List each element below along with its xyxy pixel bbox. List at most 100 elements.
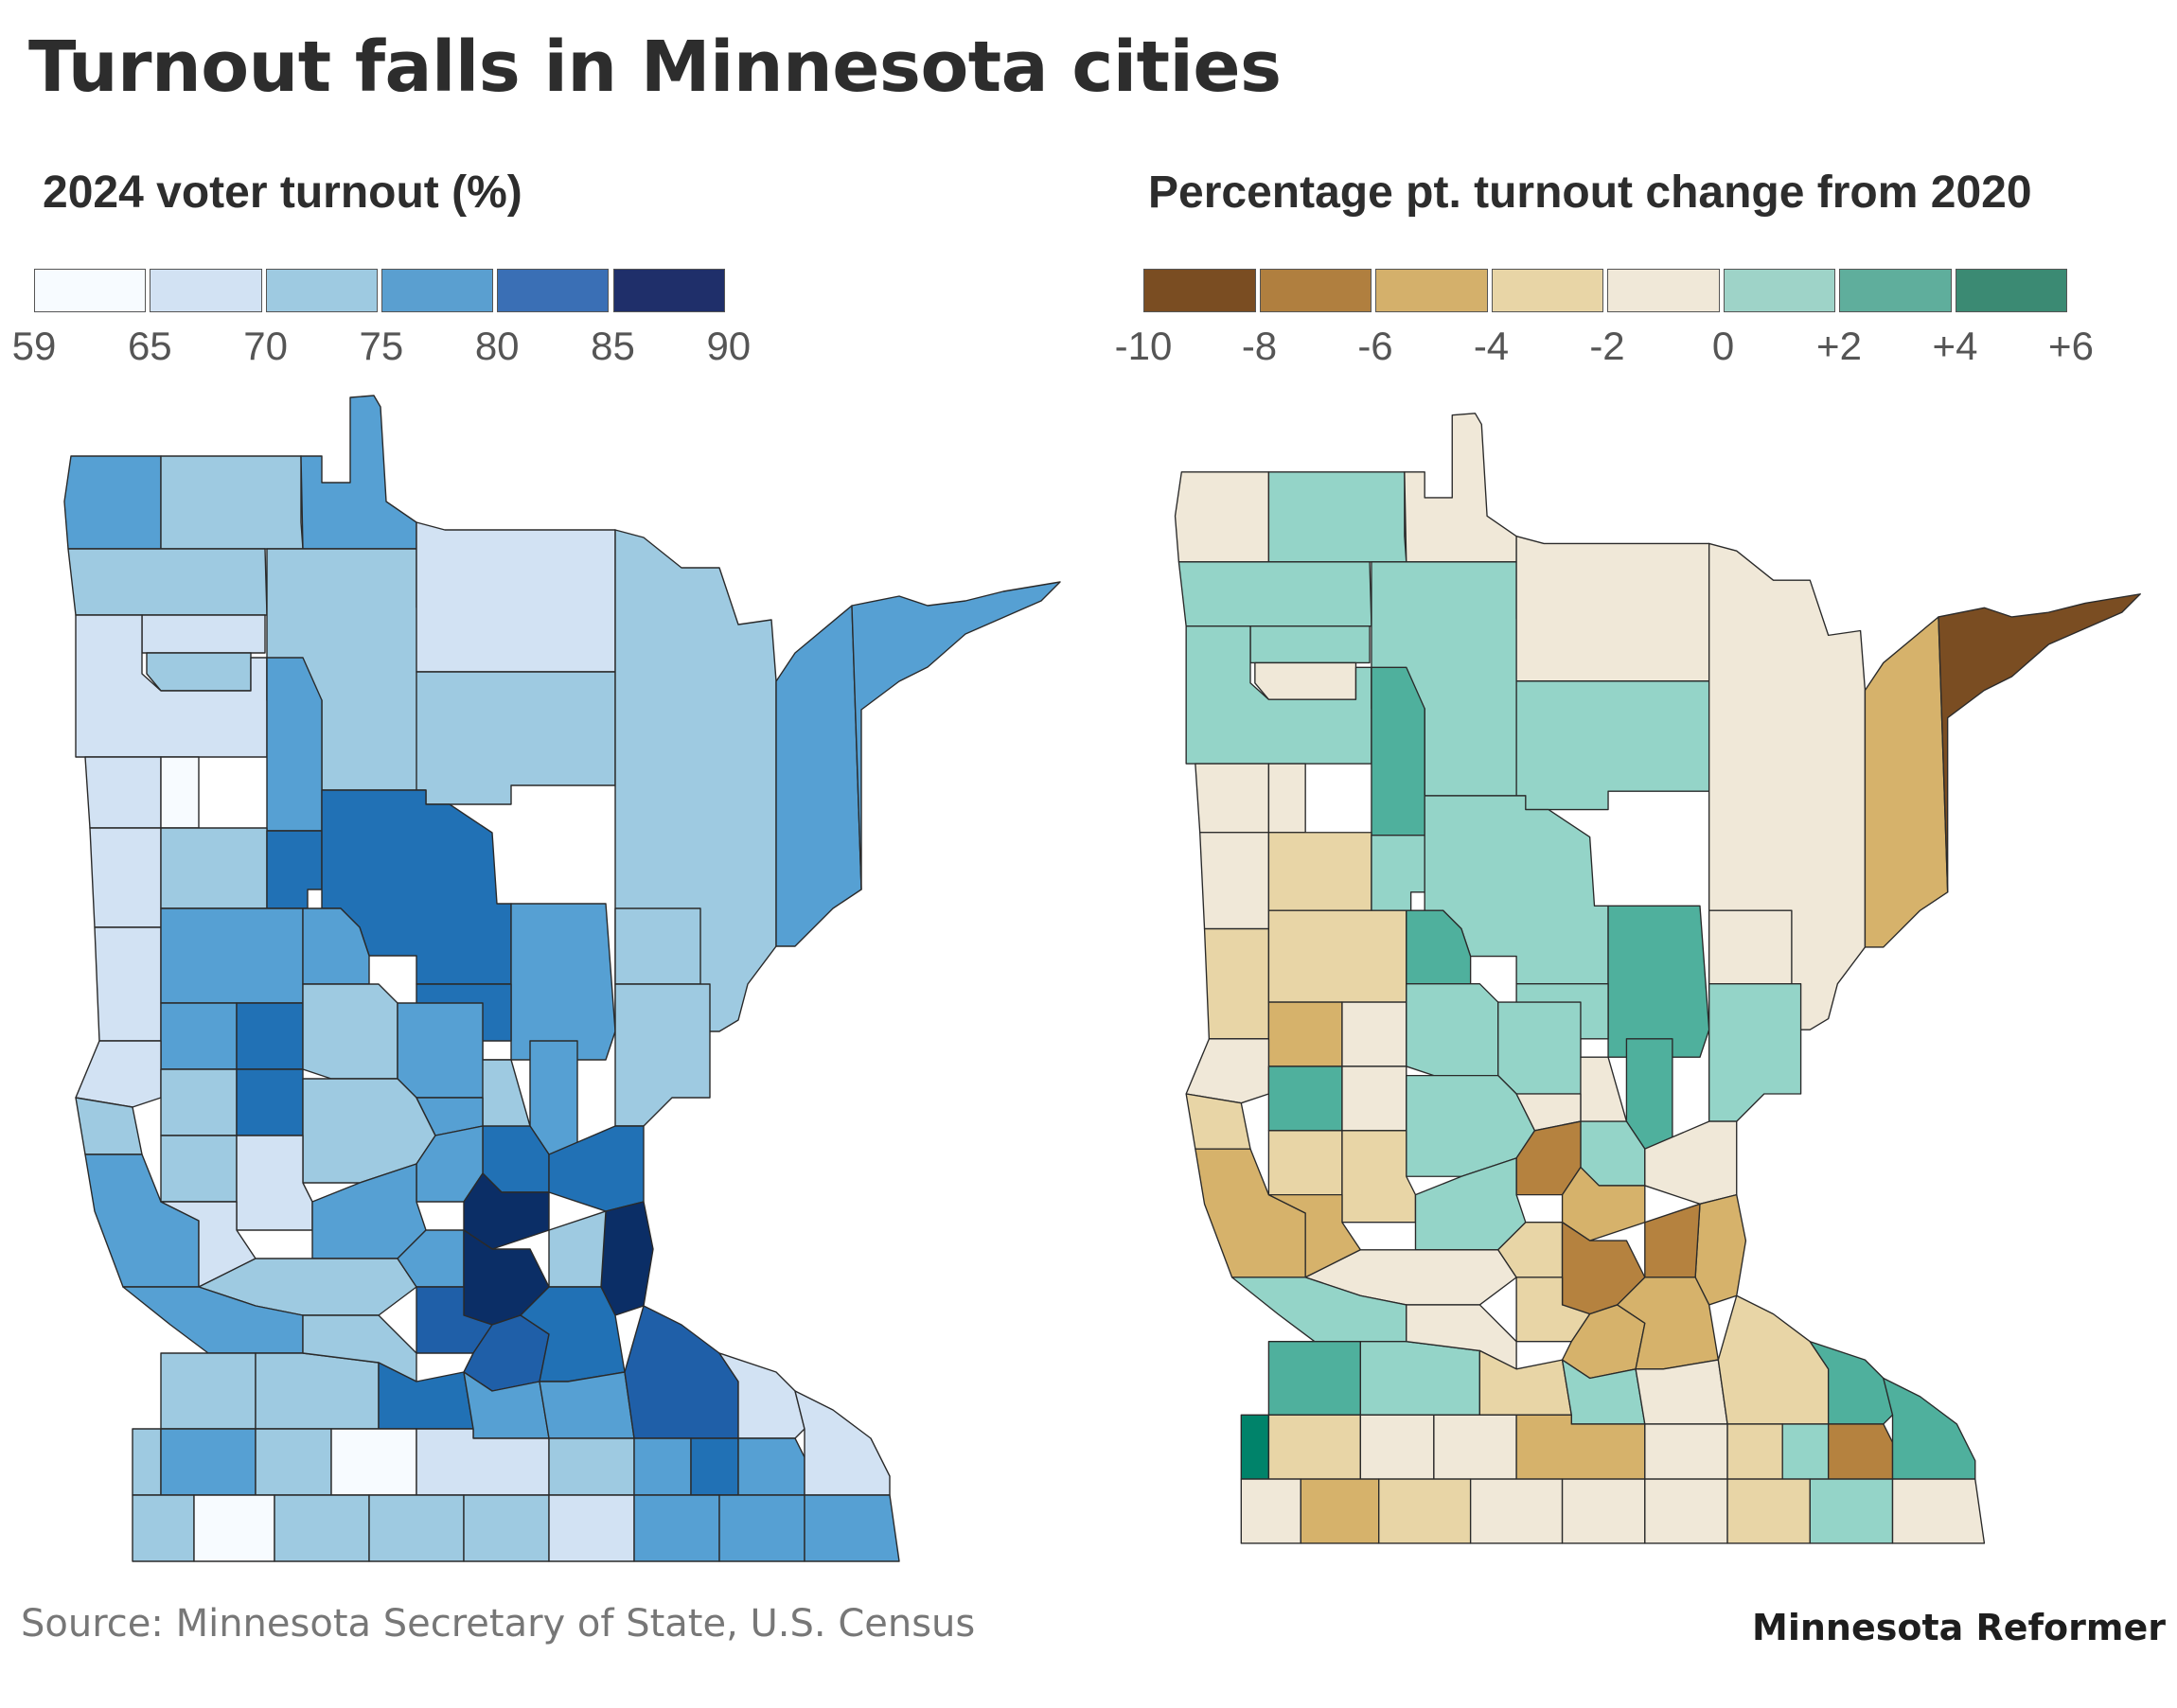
county-marshall [1177,561,1372,627]
county-roseau [160,455,304,550]
county-kandiyohi [236,1135,313,1231]
county-ramsey [548,1210,607,1288]
county-clay [1199,832,1270,930]
county-brown [255,1352,380,1430]
county-norman [1195,763,1270,834]
county-grant [160,1002,238,1070]
county-carlton [614,907,701,985]
publisher-logo-text: Minnesota Reformer [1752,1607,2166,1648]
county-wilkin [1203,927,1270,1040]
county-cook [1938,593,2141,893]
county-itasca [1515,680,1710,811]
county-dodge [1781,1423,1830,1480]
county-waseca [1644,1423,1728,1480]
county-rice [539,1371,635,1439]
county-mower [633,1494,720,1562]
county-faribault [1561,1478,1646,1544]
county-lake [1864,616,1949,948]
county-jackson [1378,1478,1472,1544]
county-kandiyohi [1341,1130,1417,1224]
county-traverse [75,1040,162,1108]
right-legend-tick: -4 [1473,324,1510,368]
county-lyon [1267,1414,1362,1480]
county-clearwater [1371,666,1425,836]
county-cook [851,581,1061,890]
county-wabasha [718,1352,805,1439]
county-dodge [690,1437,739,1496]
right-legend-tick: +4 [1932,324,1978,368]
right-legend-swatch [1259,269,1372,312]
county-itasca [416,671,616,805]
left-legend-tick: 70 [243,324,288,368]
county-lincoln [1240,1414,1270,1480]
county-goodhue [624,1305,739,1439]
county-lake-woods [1404,413,1517,563]
county-roseau [1267,471,1407,563]
turnout-legend: 59 65 70 75 80 85 90 [12,269,751,368]
county-watonwan [330,1428,417,1496]
county-steele [1726,1423,1783,1480]
county-lake [775,605,862,947]
county-nicollet [1478,1349,1572,1416]
county-redwood [1267,1341,1362,1416]
left-legend-swatch [381,269,494,312]
county-red-lake [1254,661,1357,700]
county-pennington [141,614,266,654]
county-pipestone [1240,1478,1301,1544]
county-mille-lacs [1580,1056,1628,1132]
county-olmsted [737,1437,805,1496]
county-douglas [1341,1001,1407,1067]
county-pine [614,983,711,1127]
county-martin [368,1494,465,1562]
county-houston [804,1494,900,1562]
county-stevens [160,1068,238,1136]
right-map-heading: Percentage pt. turnout change from 2020 [1148,167,2032,218]
right-legend-tick: -2 [1589,324,1625,368]
county-washington [600,1201,654,1316]
county-aitkin [1607,905,1710,1058]
right-legend-tick: -6 [1357,324,1393,368]
county-todd [302,983,398,1080]
left-legend-tick: 75 [359,324,404,368]
right-map-turnout-change [1174,413,2141,1544]
right-legend-swatch [1839,269,1952,312]
county-pope [1341,1065,1407,1132]
county-ramsey [1644,1203,1701,1278]
county-clearwater [266,657,323,832]
county-freeborn [1644,1478,1728,1544]
county-cottonwood [255,1428,332,1496]
county-murray [193,1494,275,1562]
county-pope [236,1068,304,1136]
county-lake-woods [300,395,417,550]
county-mahnomen [1267,763,1306,834]
county-pipestone [132,1494,195,1562]
county-redwood [160,1352,257,1430]
county-norman [84,756,162,829]
county-freeborn [548,1494,635,1562]
source-note: Source: Minnesota Secretary of State, U.… [21,1602,976,1646]
county-hubbard [1371,834,1425,911]
right-legend-swatch [1143,269,1256,312]
county-traverse [1185,1038,1270,1104]
county-olmsted [1827,1423,1894,1480]
county-stevens [1267,1065,1343,1132]
right-legend-swatch [1375,269,1488,312]
county-faribault [463,1494,550,1562]
county-douglas [236,1002,304,1070]
county-koochiching [1515,535,1710,682]
county-kittson [1174,471,1270,563]
county-becker [160,827,268,909]
county-brown [1359,1341,1481,1416]
left-map-turnout [63,395,1061,1562]
left-legend-swatch [265,269,378,312]
county-mahnomen [160,756,200,829]
county-carlton [1708,909,1793,985]
left-legend-swatch [34,269,147,312]
county-aitkin [510,903,616,1061]
left-legend-swatch [612,269,725,312]
county-hubbard [266,830,323,909]
county-clay [89,827,162,928]
county-pine [1708,983,1802,1122]
left-legend-tick: 59 [11,324,57,368]
chart-title: Turnout falls in Minnesota cities [28,26,1282,108]
